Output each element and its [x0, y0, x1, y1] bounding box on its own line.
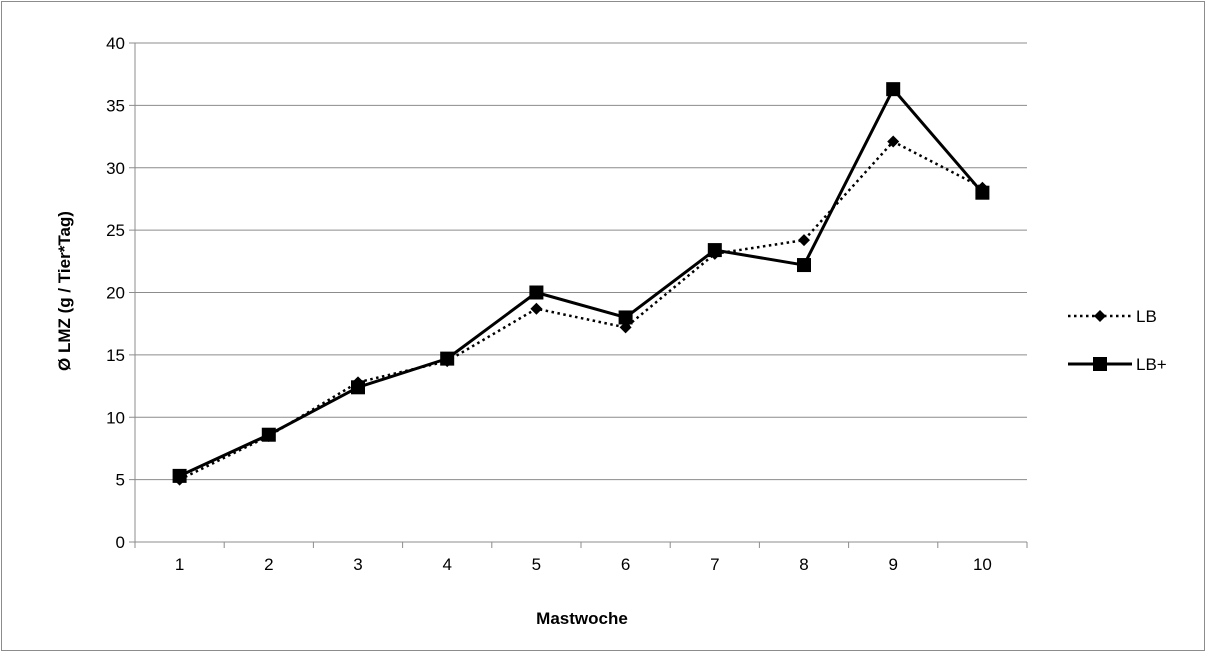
series-lines: [178, 87, 984, 481]
legend-label-lb: LB: [1136, 307, 1157, 326]
axes: [129, 42, 1028, 548]
data-point-lb-plus: [797, 258, 811, 273]
y-tick-label: 30: [106, 159, 125, 178]
y-tick-label: 0: [116, 533, 125, 552]
x-tick-label: 1: [175, 555, 184, 574]
data-point-lb-plus: [440, 351, 455, 366]
y-tick-label: 35: [106, 96, 125, 115]
data-point-lb-plus: [261, 427, 276, 442]
x-tick-label: 4: [442, 555, 451, 574]
data-point-lb-plus: [351, 380, 365, 395]
y-tick-label: 25: [106, 221, 125, 240]
y-tick-label: 20: [106, 284, 125, 303]
legend-item-lb: LB: [1068, 307, 1157, 326]
legend-item-lb-plus: LB+: [1068, 355, 1167, 374]
legend-swatch-marker-lb-plus: [1093, 357, 1107, 371]
legend-label-lb-plus: LB+: [1136, 355, 1167, 374]
gridlines: [135, 42, 1027, 481]
y-tick-label: 10: [106, 408, 125, 427]
data-point-lb: [887, 135, 900, 148]
data-point-lb-plus: [886, 82, 901, 97]
x-tick-label: 6: [621, 555, 630, 574]
data-point-lb: [530, 302, 543, 315]
x-axis-title: Mastwoche: [536, 609, 628, 628]
x-tick-label: 9: [888, 555, 897, 574]
series-markers: [172, 82, 990, 486]
data-point-lb-plus: [529, 285, 544, 300]
x-tick-label: 7: [710, 555, 719, 574]
x-tick-label: 3: [353, 555, 362, 574]
data-point-lb: [798, 234, 810, 247]
data-point-lb-plus: [172, 468, 187, 483]
tick-labels: 0 5 10 15 20 25 30 35 40 1 2 3 4 5 6 7 8 9 10: [106, 34, 992, 574]
x-tick-label: 5: [532, 555, 541, 574]
x-tick-label: 8: [799, 555, 808, 574]
data-point-lb-plus: [618, 310, 633, 325]
y-tick-label: 5: [116, 471, 125, 490]
x-tick-label: 10: [973, 555, 992, 574]
series-line-lb: [179, 140, 983, 481]
y-axis-title: Ø LMZ (g / Tier*Tag): [55, 211, 74, 371]
x-tick-label: 2: [264, 555, 273, 574]
data-point-lb-plus: [975, 185, 990, 200]
legend: LB LB+: [1068, 307, 1167, 374]
legend-swatch-marker-lb: [1094, 310, 1106, 322]
data-point-lb-plus: [707, 243, 722, 258]
y-tick-label: 15: [106, 346, 125, 365]
series-line-lb-plus: [178, 87, 984, 478]
y-tick-label: 40: [106, 34, 125, 53]
